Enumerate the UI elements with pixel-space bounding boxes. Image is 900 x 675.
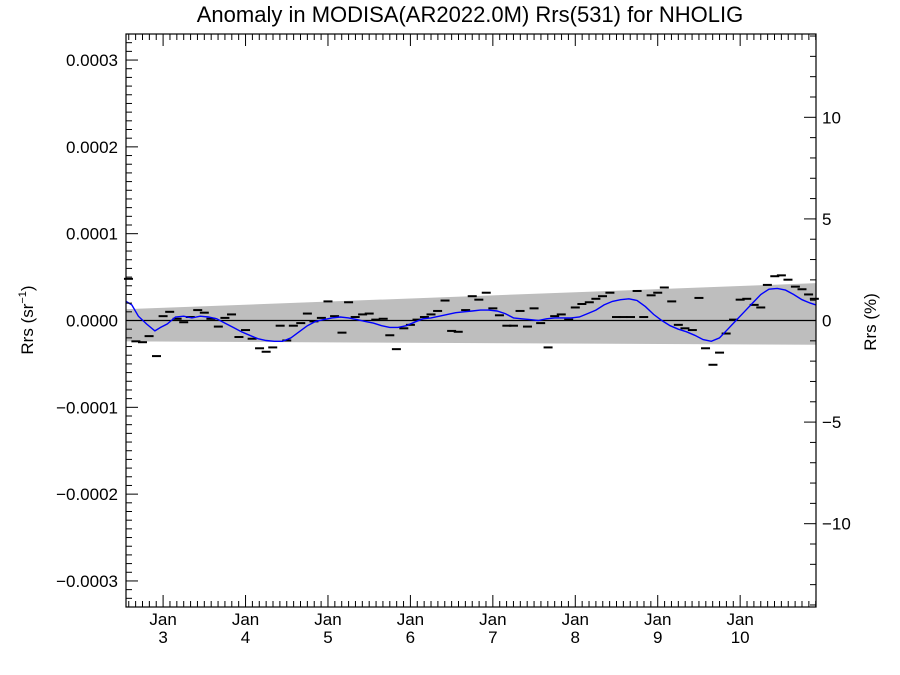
right-tick-label: 5 xyxy=(822,210,831,229)
x-tick-label-month: Jan xyxy=(232,610,259,629)
chart-title: Anomaly in MODISA(AR2022.0M) Rrs(531) fo… xyxy=(197,2,744,27)
x-tick-label-year: 7 xyxy=(488,628,497,647)
left-tick-label: 0.0002 xyxy=(66,138,118,157)
x-tick-label-year: 6 xyxy=(406,628,415,647)
smoothed-series-line xyxy=(125,287,817,343)
right-tick-label: 0 xyxy=(822,312,831,331)
x-tick-label-month: Jan xyxy=(726,610,753,629)
y-axis-left-label-exponent: −1 xyxy=(17,291,29,304)
x-tick-label-year: 10 xyxy=(731,628,750,647)
left-tick-label: −0.0003 xyxy=(56,572,118,591)
x-tick-label-year: 3 xyxy=(158,628,167,647)
left-tick-label: 0.0000 xyxy=(66,312,118,331)
right-tick-label: −10 xyxy=(822,515,851,534)
right-y-axis: 10 5 0 −5 −10 xyxy=(804,35,851,606)
x-tick-label-year: 4 xyxy=(241,628,250,647)
left-tick-label: −0.0002 xyxy=(56,485,118,504)
left-tick-label: 0.0003 xyxy=(66,51,118,70)
x-tick-label-year: 5 xyxy=(323,628,332,647)
left-tick-label: 0.0001 xyxy=(66,225,118,244)
right-tick-label: −5 xyxy=(822,413,841,432)
left-y-axis: 0.0003 0.0002 0.0001 0.0000 −0.0001 −0.0002 −0… xyxy=(56,33,138,608)
x-tick-label-month: Jan xyxy=(314,610,341,629)
y-axis-left-label-text: Rrs (sr xyxy=(18,303,37,354)
y-axis-right-label: Rrs (%) xyxy=(861,293,880,351)
x-tick-label-month: Jan xyxy=(149,610,176,629)
x-tick-label-year: 8 xyxy=(571,628,580,647)
uncertainty-band xyxy=(126,283,816,345)
y-axis-left-label: Rrs (sr−1) xyxy=(17,285,37,354)
uncertainty-band-layer xyxy=(126,283,816,345)
smoothed-series-layer xyxy=(125,287,817,343)
x-tick-label-month: Jan xyxy=(397,610,424,629)
right-tick-label: 10 xyxy=(822,108,841,127)
y-axis-left-label-close: ) xyxy=(18,285,37,291)
x-tick-label-month: Jan xyxy=(644,610,671,629)
left-tick-label: −0.0001 xyxy=(56,398,118,417)
x-tick-label-month: Jan xyxy=(479,610,506,629)
x-tick-label-month: Jan xyxy=(562,610,589,629)
x-tick-label-year: 9 xyxy=(653,628,662,647)
